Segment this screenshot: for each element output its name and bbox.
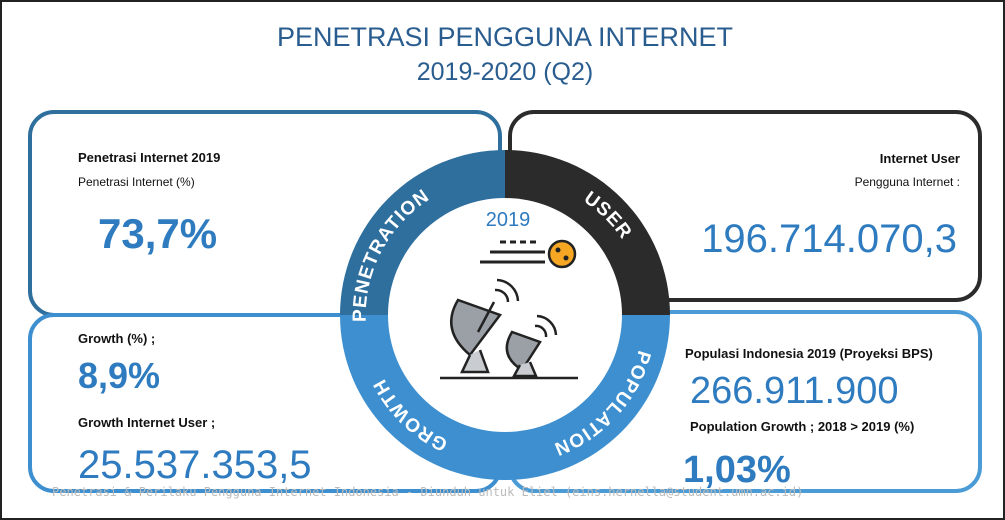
sublabel: Pengguna Internet : [855,175,960,189]
watermark: Penetrasi & Perilaku Pengguna Internet I… [52,485,803,499]
label: Growth Internet User ; [78,415,215,430]
sublabel: Penetrasi Internet (%) [78,175,195,189]
center-circle [388,198,622,432]
subtitle: 2019-2020 (Q2) [417,58,594,86]
label: Populasi Indonesia 2019 (Proyeksi BPS) [685,346,933,361]
value: 196.714.070,3 [701,217,957,261]
value: 8,9% [78,355,160,396]
value: 1,03% [683,449,791,491]
dish-icon [440,278,578,380]
label: Growth (%) ; [78,331,155,346]
title: PENETRASI PENGGUNA INTERNET [277,22,733,52]
value: 266.911.900 [690,370,899,412]
meteor-icon [480,239,577,269]
value: 73,7% [98,210,217,257]
center-year: 2019 [486,209,531,231]
label: Population Growth ; 2018 > 2019 (%) [690,419,914,434]
label: Penetrasi Internet 2019 [78,150,220,165]
value: 25.537.353,5 [78,443,312,487]
label: Internet User [880,151,960,166]
